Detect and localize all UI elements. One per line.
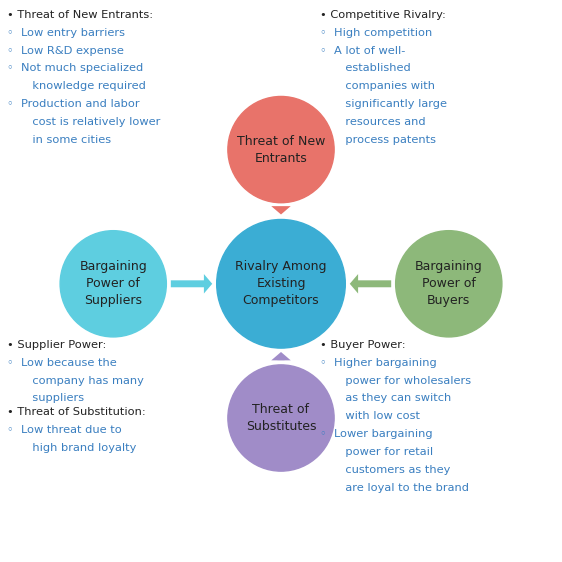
Text: • Threat of New Entrants:: • Threat of New Entrants:: [7, 10, 153, 20]
Text: ◦  Low because the: ◦ Low because the: [7, 357, 117, 368]
Text: Rivalry Among
Existing
Competitors: Rivalry Among Existing Competitors: [235, 260, 327, 307]
Circle shape: [60, 230, 166, 337]
Text: Threat of
Substitutes: Threat of Substitutes: [246, 403, 316, 433]
Text: Bargaining
Power of
Suppliers: Bargaining Power of Suppliers: [79, 260, 147, 307]
Text: high brand loyalty: high brand loyalty: [7, 443, 137, 452]
Text: suppliers: suppliers: [7, 393, 84, 404]
Circle shape: [228, 365, 334, 471]
Circle shape: [228, 97, 334, 203]
Text: are loyal to the brand: are loyal to the brand: [320, 483, 469, 493]
Text: resources and: resources and: [320, 117, 426, 127]
Text: cost is relatively lower: cost is relatively lower: [7, 117, 160, 127]
Text: ◦  Low R&D expense: ◦ Low R&D expense: [7, 46, 124, 56]
Text: established: established: [320, 64, 411, 74]
Text: customers as they: customers as they: [320, 465, 451, 475]
Text: • Competitive Rivalry:: • Competitive Rivalry:: [320, 10, 446, 20]
Text: process patents: process patents: [320, 135, 436, 145]
Text: ◦  A lot of well-: ◦ A lot of well-: [320, 46, 406, 56]
Text: ◦  Lower bargaining: ◦ Lower bargaining: [320, 429, 433, 439]
Text: as they can switch: as they can switch: [320, 393, 451, 404]
Text: knowledge required: knowledge required: [7, 81, 146, 92]
Text: companies with: companies with: [320, 81, 435, 92]
Text: company has many: company has many: [7, 375, 144, 386]
Text: power for retail: power for retail: [320, 447, 433, 457]
Text: • Buyer Power:: • Buyer Power:: [320, 339, 406, 350]
Text: with low cost: with low cost: [320, 411, 420, 422]
Text: power for wholesalers: power for wholesalers: [320, 375, 472, 386]
Text: ◦  High competition: ◦ High competition: [320, 28, 432, 38]
Text: Threat of New
Entrants: Threat of New Entrants: [237, 134, 325, 165]
Text: ◦  Production and labor: ◦ Production and labor: [7, 99, 139, 109]
Text: ◦  Low entry barriers: ◦ Low entry barriers: [7, 28, 125, 38]
Text: significantly large: significantly large: [320, 99, 447, 109]
Text: ◦  Higher bargaining: ◦ Higher bargaining: [320, 357, 437, 368]
Text: ◦  Low threat due to: ◦ Low threat due to: [7, 425, 122, 435]
Text: ◦  Not much specialized: ◦ Not much specialized: [7, 64, 143, 74]
Text: in some cities: in some cities: [7, 135, 111, 145]
Circle shape: [396, 230, 502, 337]
Text: • Supplier Power:: • Supplier Power:: [7, 339, 106, 350]
Circle shape: [217, 220, 345, 348]
Text: • Threat of Substitution:: • Threat of Substitution:: [7, 407, 146, 417]
Text: Bargaining
Power of
Buyers: Bargaining Power of Buyers: [415, 260, 483, 307]
